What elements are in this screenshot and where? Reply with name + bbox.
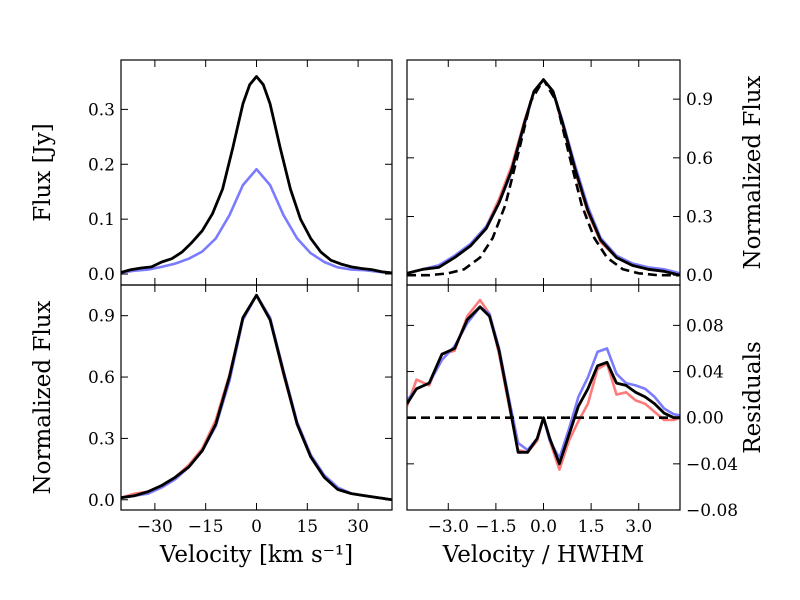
x-axis-label: Velocity / HWHM bbox=[442, 542, 644, 568]
x-tick-label: −15 bbox=[188, 517, 224, 537]
panel-bottom-right: −3.0 −1.5 0.0 1.5 3.0 −0.08 −0.04 0.00 0.04 0.08 V… bbox=[406, 284, 766, 568]
series-blue-line bbox=[407, 78, 680, 275]
x-tick-label: 15 bbox=[296, 517, 318, 537]
y-axis-label: Residuals bbox=[740, 341, 766, 454]
x-tick-label: 30 bbox=[347, 517, 369, 537]
y-tick-label: 0.3 bbox=[686, 208, 713, 228]
y-tick-label: 0.3 bbox=[88, 100, 115, 120]
series-black-line bbox=[121, 75, 392, 275]
series-red-line bbox=[407, 78, 680, 277]
series-red-line bbox=[121, 293, 392, 502]
y-tick-label: −0.08 bbox=[686, 501, 738, 521]
y-tick-label: 0.00 bbox=[686, 409, 724, 429]
x-tick-label: 1.5 bbox=[578, 517, 605, 537]
y-tick-label: 0.9 bbox=[88, 307, 115, 327]
series-blue-line bbox=[121, 167, 392, 275]
y-tick-label: 0.0 bbox=[686, 266, 713, 286]
panel-top-left: 0.0 0.1 0.2 0.3 Flux [Jy] bbox=[30, 59, 393, 286]
axes-frame bbox=[406, 59, 681, 286]
panel-bottom-left: −30 −15 0 15 30 0.0 0.3 0.6 0.9 Velocity [km s⁻¹]… bbox=[30, 284, 393, 568]
series-black-line bbox=[407, 305, 680, 466]
series-black-line bbox=[121, 293, 392, 502]
y-axis-label: Normalized Flux bbox=[30, 300, 56, 494]
y-tick-label: 0.9 bbox=[686, 90, 713, 110]
x-tick-label: 0.0 bbox=[530, 517, 557, 537]
y-tick-label: 0.6 bbox=[88, 368, 115, 388]
axes-frame bbox=[406, 284, 681, 511]
series-blue-line bbox=[121, 293, 392, 502]
series-red-line bbox=[407, 298, 680, 471]
y-tick-label: 0.04 bbox=[686, 363, 724, 383]
y-tick-label: 0.0 bbox=[88, 265, 115, 285]
axes-frame bbox=[120, 59, 393, 286]
y-tick-label: 0.1 bbox=[88, 210, 115, 230]
series-blue-line bbox=[407, 305, 680, 460]
x-tick-label: −3.0 bbox=[428, 517, 469, 537]
axes-frame bbox=[120, 284, 393, 511]
y-tick-label: 0.0 bbox=[88, 491, 115, 511]
y-axis-label: Normalized Flux bbox=[740, 75, 766, 269]
y-tick-label: −0.04 bbox=[686, 455, 738, 475]
y-axis-label: Flux [Jy] bbox=[30, 123, 56, 222]
x-tick-label: 0 bbox=[251, 517, 262, 537]
x-axis-label: Velocity [km s⁻¹] bbox=[159, 542, 353, 568]
panel-top-right: 0.0 0.3 0.6 0.9 Normalized Flux bbox=[406, 59, 766, 286]
y-tick-label: 0.08 bbox=[686, 316, 724, 336]
y-tick-label: 0.6 bbox=[686, 149, 713, 169]
x-tick-label: −30 bbox=[137, 517, 173, 537]
x-tick-label: 3.0 bbox=[625, 517, 652, 537]
series-gaussian-line bbox=[407, 78, 680, 277]
y-tick-label: 0.2 bbox=[88, 155, 115, 175]
series-black-line bbox=[407, 78, 680, 277]
y-tick-label: 0.3 bbox=[88, 429, 115, 449]
x-tick-label: −1.5 bbox=[475, 517, 516, 537]
